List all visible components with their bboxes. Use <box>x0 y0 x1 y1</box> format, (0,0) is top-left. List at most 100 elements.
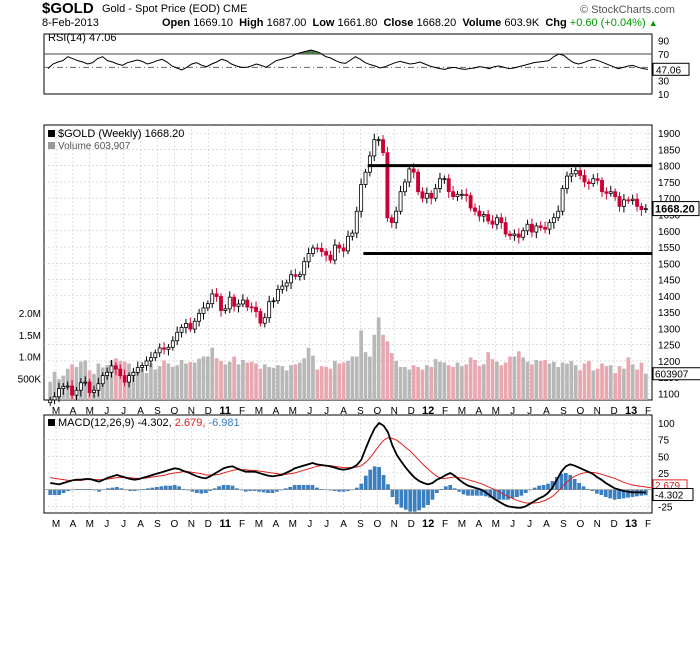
macd-histogram-bar <box>390 489 395 497</box>
candle-body <box>494 217 499 225</box>
macd-histogram-bar <box>341 489 346 492</box>
candle-body <box>385 152 390 219</box>
candle-body <box>140 365 145 368</box>
price-x-label: J <box>104 406 109 417</box>
macd-x-label: A <box>70 519 77 530</box>
chg-value: +0.60 (+0.04%) <box>569 17 646 29</box>
volume-bar <box>328 368 333 400</box>
volume-bar <box>464 364 469 400</box>
signal-value-box-text: 2.679 <box>655 481 680 492</box>
candle-body <box>122 375 127 383</box>
volume-bar <box>608 365 613 400</box>
macd-histogram-bar <box>243 489 248 492</box>
candle-body <box>240 299 245 305</box>
price-tick-label: 1700 <box>658 194 681 205</box>
volume-bar <box>149 363 153 400</box>
volume-bar <box>503 362 508 400</box>
candle-body <box>407 168 412 183</box>
volume-bar <box>170 366 175 400</box>
candle-body <box>306 253 311 263</box>
rsi-overbought-fill <box>310 50 316 54</box>
candle-body <box>92 389 96 393</box>
candle-body <box>311 247 315 254</box>
macd-histogram-bar <box>595 489 599 494</box>
macd-histogram-bar <box>559 473 564 490</box>
macd-x-label: O <box>576 519 584 530</box>
macd-x-label: D <box>205 519 212 530</box>
volume-bar <box>460 366 464 400</box>
macd-histogram-bar <box>408 489 413 512</box>
macd-histogram-bar <box>110 487 115 490</box>
macd-histogram-bar <box>119 488 124 490</box>
candle-body <box>626 199 631 202</box>
volume-tick-label: 500K <box>18 374 42 385</box>
macd-histogram-bar <box>217 486 221 490</box>
macd-histogram-bar <box>461 489 466 495</box>
volume-bar <box>324 366 328 400</box>
macd-histogram-bar <box>48 489 53 495</box>
price-tick-label: 1350 <box>658 308 681 319</box>
price-x-label: A <box>273 406 280 417</box>
volume-bar <box>433 359 438 400</box>
candle-body <box>403 181 407 193</box>
candle-body <box>359 184 364 212</box>
candle-body <box>490 220 495 225</box>
volume-bar <box>232 356 236 400</box>
candle-body <box>258 311 263 324</box>
price-x-label: J <box>510 406 515 417</box>
macd-histogram-bar <box>586 489 590 490</box>
macd-histogram-bar <box>363 475 368 490</box>
volume-bar <box>587 360 591 400</box>
candle-body <box>113 365 118 370</box>
volume-bar <box>74 366 79 400</box>
price-x-label: D <box>611 406 618 417</box>
candle-body <box>127 375 131 383</box>
macd-x-label: S <box>154 519 161 530</box>
candle-body <box>350 232 355 237</box>
symbol-title: $GOLD <box>42 0 94 17</box>
candle-body <box>411 168 416 173</box>
macd-histogram-bar <box>79 489 84 490</box>
volume-bar <box>486 352 490 400</box>
price-x-label: D <box>205 406 212 417</box>
macd-histogram-bar <box>332 489 337 491</box>
volume-bar <box>249 361 254 400</box>
candle-body <box>131 371 136 376</box>
candle-body <box>179 327 184 333</box>
candle-body <box>78 382 83 391</box>
brand-link[interactable]: © StockCharts.com <box>580 4 675 16</box>
volume-bar <box>192 362 197 400</box>
macd-histogram-bar <box>581 486 586 490</box>
candle-body <box>297 274 302 277</box>
price-tick-label: 1300 <box>658 324 681 335</box>
ohlc-summary: Open 1669.10 High 1687.00 Low 1661.80 Cl… <box>162 17 658 29</box>
volume-bar <box>468 357 473 400</box>
candle-body <box>551 217 556 224</box>
price-x-label: N <box>391 406 398 417</box>
open-value: 1669.10 <box>193 17 233 29</box>
macd-tick-label: 100 <box>658 419 675 430</box>
candle-body <box>381 139 385 154</box>
volume-bar <box>219 360 223 400</box>
macd-tick-label: 50 <box>658 452 670 463</box>
macd-histogram-bar <box>475 489 479 496</box>
price-x-label: 11 <box>219 405 231 417</box>
macd-histogram-bar <box>163 485 168 490</box>
macd-x-label: J <box>121 519 126 530</box>
volume-bar <box>197 358 201 400</box>
macd-x-label: J <box>104 519 109 530</box>
price-tick-label: 1250 <box>658 341 681 352</box>
candle-body <box>280 285 285 290</box>
macd-histogram-bar <box>381 475 386 490</box>
exchange-text: CME <box>223 3 248 15</box>
last-price-text: 1668.20 <box>655 204 695 216</box>
macd-histogram-bar <box>621 489 626 499</box>
candle-body <box>639 205 644 211</box>
candle-body <box>363 171 368 185</box>
macd-histogram-bar <box>435 489 439 493</box>
candle-body <box>573 170 578 175</box>
macd-legend-part: -4.302, <box>137 417 174 429</box>
candle-body <box>315 247 320 250</box>
candle-body <box>630 198 635 201</box>
macd-x-label: F <box>442 519 448 530</box>
